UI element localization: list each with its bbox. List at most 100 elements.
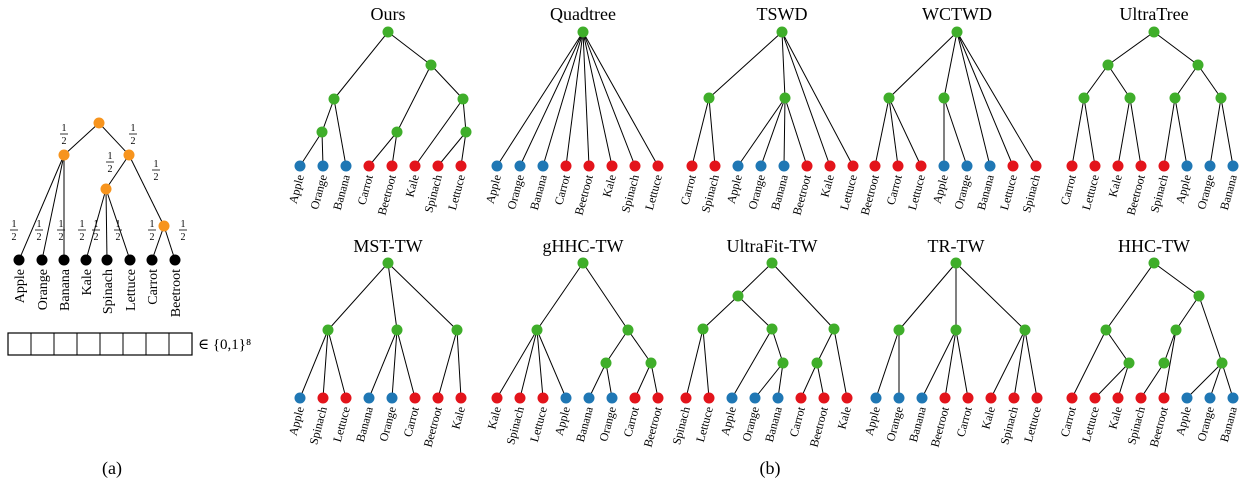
tree-edge (955, 262, 1026, 331)
leaf-node (1066, 160, 1078, 172)
internal-node (1078, 92, 1090, 104)
leaf-label-kale: Kale (979, 405, 998, 431)
tree-edge (956, 31, 1014, 167)
leaf-node (146, 254, 158, 266)
tree-edge (1209, 362, 1223, 399)
internal-node (93, 117, 105, 129)
leaf-label-kale: Kale (485, 405, 504, 431)
tree-edge (462, 98, 467, 133)
tree-edge (519, 329, 538, 399)
leaf-label-carrot: Carrot (551, 173, 573, 207)
leaf-label-banana: Banana (58, 268, 73, 311)
fraction-numerator: 1 (108, 151, 113, 162)
tree-edge (437, 329, 458, 399)
leaf-node (1112, 392, 1124, 404)
tree-edges (685, 262, 848, 399)
tree-edge (163, 225, 176, 261)
tree-edge (321, 131, 324, 167)
tree-edge (1107, 31, 1155, 66)
leaf-label-banana: Banana (762, 405, 785, 444)
leaf-label-apple: Apple (483, 173, 504, 205)
tree-edges (496, 31, 659, 167)
leaf-label-kale: Kale (1106, 173, 1125, 199)
internal-node (1158, 357, 1170, 369)
leaf-node (124, 254, 136, 266)
internal-node (893, 324, 905, 336)
tree-edge (816, 362, 825, 399)
tree-edge (387, 31, 432, 66)
panel-b-caption: (b) (760, 458, 781, 479)
leaf-node (606, 160, 618, 172)
leaf-label-carrot: Carrot (354, 173, 376, 207)
leaf-node (317, 392, 329, 404)
internal-node (766, 323, 778, 335)
internal-node (1124, 92, 1136, 104)
tree-edge (1153, 31, 1199, 66)
tree-edge (944, 329, 957, 399)
leaf-node (455, 160, 467, 172)
tree-edge (990, 329, 1026, 399)
internal-node (600, 357, 612, 369)
leaf-node (818, 392, 830, 404)
tree-title: UltraTree (1119, 4, 1188, 24)
leaf-node (870, 392, 882, 404)
tree-edge (542, 31, 584, 167)
leaf-label-apple: Apple (862, 405, 883, 437)
internal-node (1102, 59, 1114, 71)
internal-node (697, 323, 709, 335)
leaf-label-orange: Orange (745, 173, 768, 211)
tree-edge (333, 98, 347, 167)
leaf-node (409, 392, 421, 404)
tree-edge (888, 97, 899, 167)
leaf-label-orange: Orange (951, 173, 974, 211)
tree-edge (737, 295, 773, 330)
leaf-label-beetroot: Beetroot (1147, 405, 1171, 449)
tree-edge (1071, 97, 1085, 167)
leaf-label-spinach: Spinach (1124, 405, 1148, 446)
tree-mst-tw: MST-TW Apple Spinach Lettuce Banana Orange Car… (286, 236, 468, 449)
leaf-label-spinach: Spinach (1147, 173, 1171, 214)
tree-title: MST-TW (353, 236, 422, 256)
fraction-numerator: 1 (59, 219, 64, 230)
leaf-node (984, 160, 996, 172)
tree-edge (1105, 262, 1155, 331)
tree-edge (1140, 362, 1165, 399)
leaf-label-spinach: Spinach (421, 173, 445, 214)
tree-edge (816, 328, 835, 364)
leaf-label-carrot: Carrot (1057, 173, 1079, 207)
leaf-node (583, 160, 595, 172)
internal-node (1215, 92, 1227, 104)
fraction-denominator: 2 (37, 232, 42, 243)
edge-weight-fraction: 12 (10, 219, 18, 243)
leaf-label-apple: Apple (724, 173, 745, 205)
tree-edge (536, 329, 567, 399)
internal-node (460, 126, 472, 138)
leaf-label-apple: Apple (286, 405, 307, 437)
tree-edge (1107, 64, 1131, 99)
leaf-node (514, 160, 526, 172)
tree-edge (1024, 329, 1038, 399)
tree-edge (105, 188, 108, 261)
tree-edge (754, 362, 784, 399)
leaf-label-banana: Banana (768, 173, 791, 212)
tree-edges (299, 31, 467, 167)
fraction-numerator: 1 (62, 123, 67, 134)
leaf-label-beetroot: Beetroot (1124, 173, 1148, 217)
leaf-node (726, 392, 738, 404)
tree-edge (456, 329, 462, 399)
leaf-label-spinach: Spinach (101, 269, 116, 314)
tree-edge (327, 262, 389, 331)
internal-node (451, 324, 463, 336)
internal-node (457, 93, 469, 105)
leaf-label-kale: Kale (80, 269, 95, 295)
leaf-label-orange: Orange (36, 269, 51, 310)
tree-title: TR-TW (928, 236, 985, 256)
tree-edge (627, 329, 652, 364)
leaf-node (709, 160, 721, 172)
leaf-label-kale: Kale (449, 405, 468, 431)
tree-edge (781, 31, 831, 167)
fraction-numerator: 1 (94, 219, 99, 230)
